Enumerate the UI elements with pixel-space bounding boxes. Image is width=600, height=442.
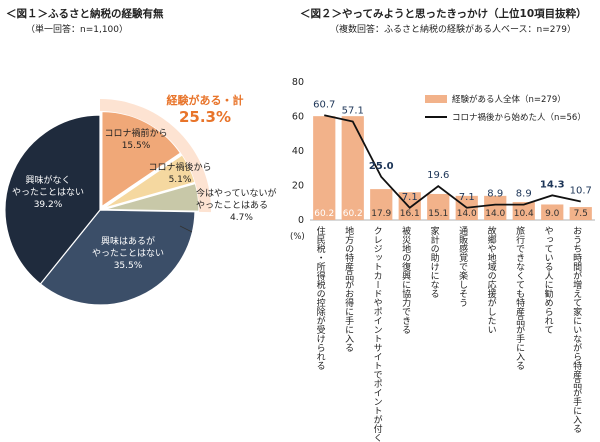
fig2-title: ＜図２＞やってみようと思ったきっかけ（上位10項目抜粋） — [300, 8, 587, 20]
category-label-2: クレジットカードやポイントサイトでポイントが付く — [371, 226, 382, 442]
bar-label-9: 7.5 — [574, 209, 588, 219]
slice-name-4b: やったことはない — [11, 188, 84, 199]
slice-label-2: 今はやっていないが やったことはある 4.7% — [196, 188, 292, 224]
y-tick-3: 60 — [292, 112, 304, 123]
slice-value-4: 39.2% — [33, 200, 63, 211]
legend-swatch-line — [425, 116, 447, 118]
category-label-5: 通販感覚で楽しそう — [457, 226, 468, 307]
category-label-1: 地方の特産品がお得に手に入る — [343, 226, 354, 352]
bar-3 — [398, 192, 421, 220]
slice-label-0: コロナ禍前から 15.5% — [96, 128, 176, 152]
callout-label: 経験がある・計 — [166, 94, 244, 107]
pie-chart — [4, 99, 212, 306]
bar-2 — [370, 189, 393, 220]
pie-slice-0 — [101, 110, 182, 208]
line-label-8: 14.3 — [540, 179, 565, 190]
legend-label-1: コロナ禍後から始めた人（n=56） — [452, 113, 586, 123]
legend-item-1: コロナ禍後から始めた人（n=56） — [425, 111, 586, 123]
bar-1 — [341, 116, 364, 220]
legend-swatch-bar — [425, 95, 447, 103]
line-label-2: 25.0 — [369, 161, 394, 172]
line-label-7: 8.9 — [516, 189, 532, 200]
bar-label-3: 16.1 — [400, 209, 420, 219]
y-tick-2: 40 — [292, 146, 304, 157]
slice-value-0: 15.5% — [121, 141, 151, 152]
slice-label-4: 興味がなく やったことはない 39.2% — [8, 175, 88, 211]
bar-line-chart: 0 20 40 60 80 60.2 60.2 17.9 16.1 15.1 14.0 14.0 10.… — [292, 77, 595, 226]
bar-8 — [541, 204, 564, 220]
line-label-5: 7.1 — [459, 192, 475, 203]
callout-value: 25.3% — [178, 108, 232, 126]
line-label-0: 60.7 — [313, 99, 335, 110]
line-label-6: 8.9 — [487, 189, 503, 200]
category-label-8: やっている人に勧められて — [542, 226, 553, 334]
y-tick-0: 0 — [298, 215, 304, 226]
category-label-7: 旅行できなくても特産品が手に入る — [514, 226, 525, 370]
experienced-ring — [100, 99, 212, 213]
slice-name-2b: やったことはある — [196, 201, 269, 212]
slice-label-3: 興味はあるが やったことはない 35.5% — [78, 236, 178, 272]
bar-label-5: 14.0 — [457, 209, 477, 219]
bar-9 — [569, 207, 592, 220]
bar-7 — [512, 202, 535, 220]
bar-label-1: 60.2 — [343, 209, 363, 219]
category-label-0: 住民税・所得税の控除が受けられる — [314, 226, 325, 370]
y-axis-unit: (%) — [290, 232, 305, 242]
bar-4 — [427, 193, 450, 220]
category-label-6: 故郷や地域の応援がしたい — [485, 226, 496, 334]
slice-name-0: コロナ禍前から — [104, 129, 168, 139]
slice-value-3: 35.5% — [113, 261, 143, 272]
line-label-1: 57.1 — [342, 106, 364, 117]
bar-label-8: 9.0 — [545, 209, 560, 219]
pie-slice-2 — [103, 182, 200, 212]
legend-label-0: 経験がある人全体（n=279） — [452, 95, 566, 105]
slice-name-3a: 興味はあるが — [100, 237, 155, 247]
slice-name-4a: 興味がなく — [25, 176, 71, 186]
category-label-9: おうち時間が増えて家にいながら特産品が手に入る — [571, 226, 582, 433]
slice-value-1: 5.1% — [168, 175, 192, 186]
fig1-title: ＜図１＞ふるさと納税の経験有無 — [6, 8, 164, 20]
line-label-4: 19.6 — [427, 170, 449, 181]
slice-name-3b: やったことはない — [91, 249, 164, 260]
bar-label-6: 14.0 — [485, 209, 505, 219]
bar-label-4: 15.1 — [428, 209, 448, 219]
bar-label-7: 10.4 — [514, 209, 534, 219]
y-tick-1: 20 — [292, 181, 304, 192]
line-series — [324, 114, 581, 209]
y-tick-4: 80 — [292, 77, 304, 88]
leader-line — [179, 225, 193, 233]
bar-0 — [313, 116, 336, 220]
legend-item-0: 経験がある人全体（n=279） — [425, 93, 566, 105]
category-label-3: 被災地の復興に協力できる — [400, 226, 411, 334]
fig2-subtitle: （複数回答：ふるさと納税の経験がある人ベース：n=279） — [330, 25, 576, 35]
bar-label-2: 17.9 — [371, 209, 391, 219]
slice-label-1: コロナ禍後から 5.1% — [140, 162, 220, 186]
pie-slice-4 — [4, 114, 101, 285]
slice-value-2: 4.7% — [230, 213, 253, 224]
line-label-9: 10.7 — [570, 186, 592, 197]
pie-slice-3 — [39, 209, 196, 306]
bar-label-0: 60.2 — [314, 209, 334, 219]
bar-6 — [484, 195, 507, 220]
fig1-subtitle: （単一回答：n=1,100） — [26, 25, 129, 35]
category-label-4: 家計の助けになる — [428, 226, 439, 298]
slice-name-1: コロナ禍後から — [148, 163, 212, 173]
line-label-3: 7.1 — [402, 192, 418, 203]
slice-name-2a: 今はやっていないが — [196, 189, 277, 199]
